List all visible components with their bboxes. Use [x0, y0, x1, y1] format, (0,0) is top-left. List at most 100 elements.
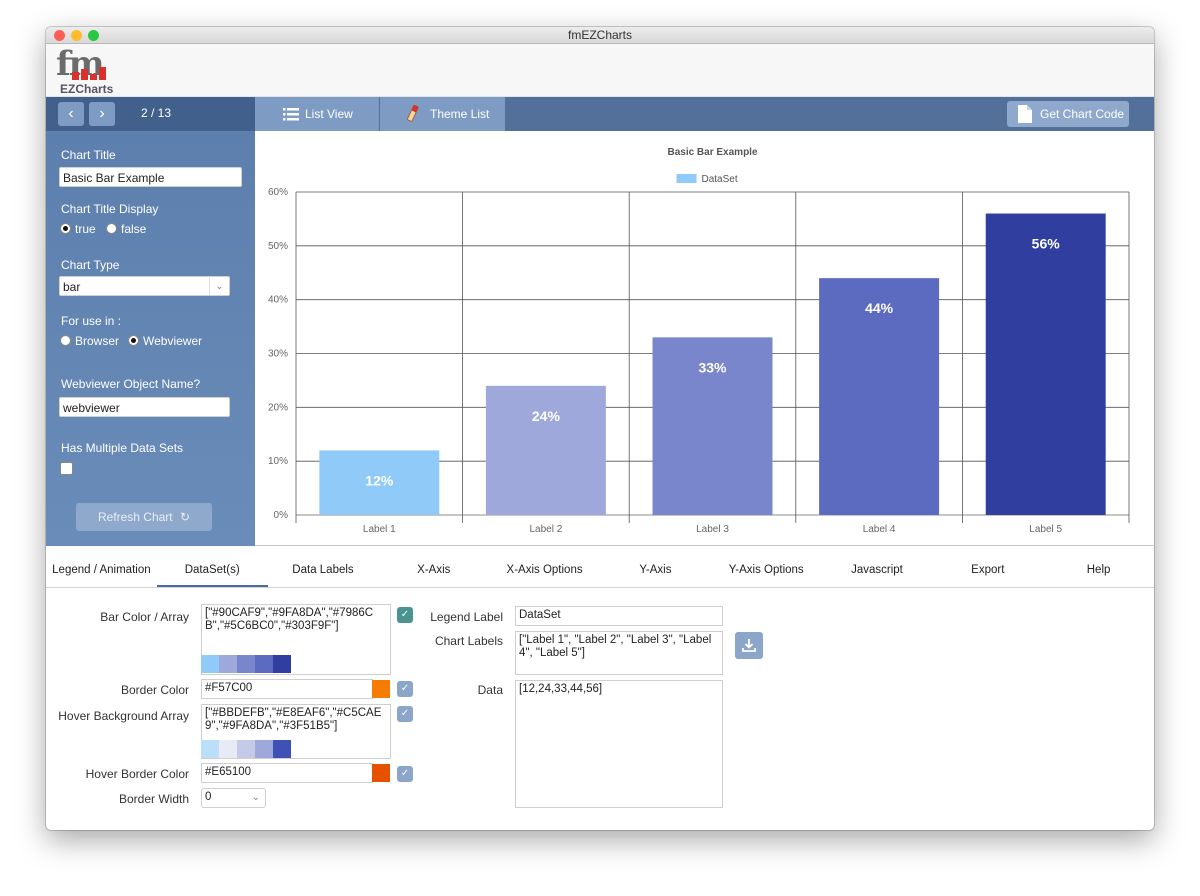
eyedropper-icon: ✓ [400, 683, 410, 694]
chart-title-display-label: Chart Title Display [61, 202, 159, 216]
data-label: Data [477, 683, 503, 697]
bar-color-value: ["#90CAF9","#9FA8DA","#7986CB","#5C6BC0"… [205, 607, 374, 632]
title-display-true-label: true [75, 222, 96, 236]
tab-y-axis-options[interactable]: Y-Axis Options [728, 564, 804, 576]
document-icon [1018, 105, 1032, 123]
hover-background-value: ["#BBDEFB","#E8EAF6","#C5CAE9","#9FA8DA"… [205, 707, 382, 732]
use-browser-radio[interactable] [60, 335, 71, 346]
legend-label: DataSet [702, 174, 738, 185]
chart-labels-label: Chart Labels [434, 634, 503, 648]
tab-javascript[interactable]: Javascript [851, 564, 903, 576]
window-title: fmEZCharts [567, 28, 632, 42]
legend-label-label: Legend Label [430, 610, 503, 624]
hover-color-swatch [273, 740, 291, 758]
download-icon [742, 639, 756, 652]
theme-list-button[interactable]: Theme List [380, 97, 505, 131]
logo-bars-icon [72, 67, 106, 80]
eyedropper-icon: ✓ [400, 768, 410, 779]
tab-dataset-s[interactable]: DataSet(s) [156, 557, 268, 587]
title-display-true-radio[interactable] [60, 223, 71, 234]
tab-export[interactable]: Export [971, 564, 1005, 576]
chart-labels-field[interactable]: ["Label 1", "Label 2", "Label 3", "Label… [515, 631, 723, 675]
webviewer-name-label: Webviewer Object Name? [61, 377, 201, 391]
x-tick-label: Label 5 [1029, 524, 1062, 535]
chart-type-label: Chart Type [61, 258, 120, 272]
y-tick-label: 40% [268, 295, 288, 306]
hover-background-picker-button[interactable]: ✓ [397, 706, 413, 722]
theme-list-label: Theme List [430, 107, 490, 121]
chevron-down-icon: ⌄ [209, 277, 229, 295]
multiple-datasets-checkbox[interactable] [60, 462, 73, 475]
data-label: 12% [365, 472, 394, 488]
chart-title: Basic Bar Example [667, 147, 757, 158]
y-tick-label: 60% [268, 187, 288, 198]
data-field[interactable]: [12,24,33,44,56] [515, 680, 723, 808]
page-indicator: 2 / 13 [141, 106, 172, 120]
refresh-icon: ↻ [179, 510, 191, 524]
hover-border-color-picker-button[interactable]: ✓ [397, 766, 413, 782]
tab-legend-animation[interactable]: Legend / Animation [52, 564, 151, 576]
next-button[interactable]: › [89, 102, 115, 126]
close-window-button[interactable] [54, 30, 65, 41]
previous-button[interactable]: ‹ [58, 102, 84, 126]
for-use-label: For use in : [61, 314, 122, 328]
hover-border-color-field[interactable]: #E65100 [201, 763, 373, 783]
border-color-picker-button[interactable]: ✓ [397, 681, 413, 697]
tab-data-labels[interactable]: Data Labels [292, 564, 354, 576]
multiple-datasets-label: Has Multiple Data Sets [61, 441, 184, 455]
hover-color-swatch [201, 740, 219, 758]
list-view-button[interactable]: List View [255, 97, 379, 131]
border-width-label: Border Width [118, 792, 189, 806]
chart-type-select[interactable]: bar ⌄ [59, 276, 230, 296]
paint-swatch-icon [407, 105, 419, 122]
bar [985, 213, 1106, 515]
x-tick-label: Label 3 [696, 524, 729, 535]
list-view-label: List View [305, 107, 353, 121]
use-browser-label: Browser [75, 334, 120, 348]
x-tick-label: Label 2 [529, 524, 562, 535]
zoom-window-button[interactable] [88, 30, 99, 41]
data-label: 24% [532, 408, 561, 424]
hover-color-swatches [201, 740, 291, 758]
refresh-chart-label: Refresh Chart [97, 510, 173, 524]
title-display-false-label: false [121, 222, 147, 236]
hover-background-label: Hover Background Array [58, 709, 189, 723]
bar-color-swatch [255, 655, 273, 673]
get-chart-code-button[interactable]: Get Chart Code [1007, 101, 1129, 127]
use-webviewer-radio[interactable] [128, 335, 139, 346]
minimize-window-button[interactable] [71, 30, 82, 41]
border-color-label: Border Color [120, 683, 189, 697]
bar-color-picker-button[interactable]: ✓ [397, 607, 413, 623]
hover-color-swatch [255, 740, 273, 758]
use-webviewer-label: Webviewer [143, 334, 203, 348]
legend-label-input[interactable]: DataSet [515, 606, 723, 626]
list-icon [283, 108, 299, 121]
hover-background-field[interactable]: ["#BBDEFB","#E8EAF6","#C5CAE9","#9FA8DA"… [201, 704, 391, 759]
legend-swatch [676, 174, 697, 183]
data-label: 56% [1032, 236, 1061, 252]
x-tick-label: Label 4 [863, 524, 896, 535]
bar-color-swatch [219, 655, 237, 673]
tab-y-axis[interactable]: Y-Axis [639, 564, 672, 576]
y-tick-label: 10% [268, 456, 288, 467]
tab-x-axis[interactable]: X-Axis [417, 564, 451, 576]
dataset-panel: Bar Color / Array ["#90CAF9","#9FA8DA","… [46, 589, 1154, 830]
refresh-chart-button[interactable]: Refresh Chart ↻ [76, 503, 212, 531]
chart-title-input[interactable]: Basic Bar Example [59, 167, 242, 187]
border-width-select[interactable]: 0 ⌄ [201, 788, 266, 808]
bar [652, 337, 773, 515]
tab-help[interactable]: Help [1086, 564, 1111, 576]
eyedropper-icon: ✓ [400, 708, 410, 719]
settings-tabs: Legend / Animation DataSet(s) Data Labels X… [46, 557, 1154, 588]
bar [485, 385, 606, 515]
hover-border-color-swatch [372, 764, 390, 782]
bar-color-swatch [237, 655, 255, 673]
import-labels-button[interactable] [735, 632, 763, 659]
x-tick-label: Label 1 [363, 524, 396, 535]
webviewer-name-input[interactable]: webviewer [59, 397, 230, 417]
border-color-field[interactable]: #F57C00 [201, 679, 373, 699]
y-tick-label: 0% [274, 510, 289, 521]
tab-x-axis-options[interactable]: X-Axis Options [506, 564, 583, 576]
title-display-false-radio[interactable] [106, 223, 117, 234]
data-label: 44% [865, 300, 894, 316]
